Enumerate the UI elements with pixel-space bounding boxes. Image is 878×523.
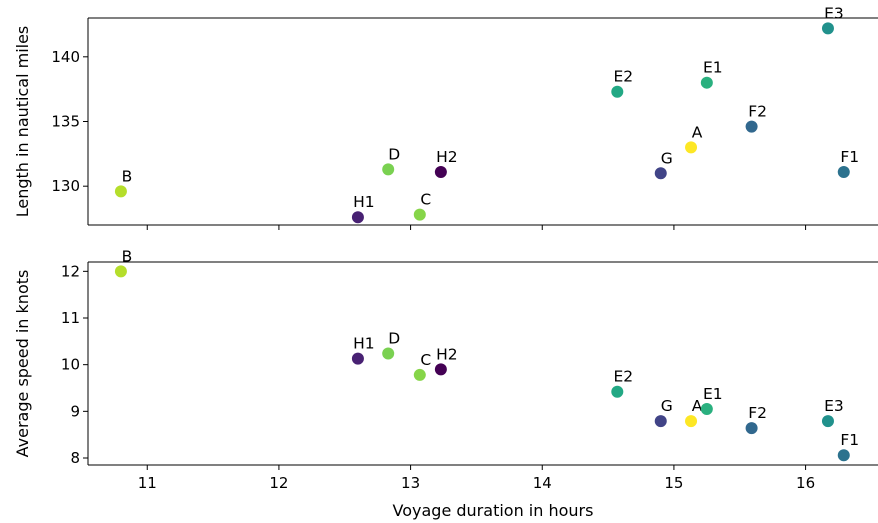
point-label: H1: [353, 193, 375, 211]
point-label: A: [692, 397, 703, 415]
point-label: H2: [436, 148, 458, 166]
y-tick-label: 9: [70, 402, 80, 420]
y-axis-label: Average speed in knots: [13, 270, 32, 458]
data-point: [434, 165, 447, 178]
point-label: F2: [748, 404, 767, 422]
point-label: E3: [824, 4, 844, 22]
data-point: [700, 403, 713, 415]
point-label: D: [388, 329, 400, 347]
x-tick-label: 13: [401, 474, 420, 492]
point-label: E1: [703, 385, 723, 403]
data-point: [114, 265, 127, 278]
x-tick-label: 15: [664, 474, 683, 492]
data-point: [434, 363, 447, 376]
data-point: [821, 415, 834, 428]
point-label: E1: [703, 59, 723, 77]
data-point: [351, 352, 364, 365]
x-tick-label: 16: [796, 474, 815, 492]
point-label: D: [388, 145, 400, 163]
point-label: G: [661, 397, 673, 415]
point-label: G: [661, 149, 673, 167]
data-point: [685, 141, 698, 154]
data-point: [351, 211, 364, 224]
y-axis-label: Length in nautical miles: [13, 26, 32, 218]
point-label: E3: [824, 397, 844, 415]
point-label: B: [122, 167, 133, 185]
x-axis-label: Voyage duration in hours: [393, 501, 594, 520]
point-label: F1: [840, 431, 859, 449]
point-label: E2: [613, 68, 633, 86]
y-tick-label: 12: [61, 262, 80, 280]
point-label: F2: [748, 103, 767, 121]
point-label: E2: [613, 368, 633, 386]
data-point: [837, 165, 850, 178]
data-point: [611, 385, 624, 398]
x-tick-label: 14: [533, 474, 552, 492]
y-tick-label: 140: [51, 48, 80, 66]
data-point: [821, 22, 834, 35]
point-label: A: [692, 123, 703, 141]
data-point: [685, 415, 698, 428]
y-tick-label: 11: [61, 309, 80, 327]
point-label: C: [420, 351, 431, 369]
point-label: F1: [840, 148, 859, 166]
y-tick-label: 10: [61, 356, 80, 374]
data-point: [382, 163, 395, 176]
point-label: B: [122, 247, 133, 265]
data-point: [382, 347, 395, 360]
data-point: [611, 85, 624, 98]
data-point: [654, 415, 667, 428]
point-label: H1: [353, 335, 375, 353]
data-point: [745, 422, 758, 435]
y-tick-label: 8: [70, 449, 80, 467]
data-point: [654, 167, 667, 180]
data-point: [413, 208, 426, 221]
y-tick-label: 130: [51, 177, 80, 195]
data-point: [413, 368, 426, 381]
data-point: [114, 185, 127, 198]
point-label: H2: [436, 345, 458, 363]
y-tick-label: 135: [51, 113, 80, 131]
data-point: [700, 76, 713, 89]
x-tick-label: 12: [269, 474, 288, 492]
data-point: [837, 449, 850, 462]
x-tick-label: 11: [138, 474, 157, 492]
point-label: C: [420, 191, 431, 209]
data-point: [745, 120, 758, 133]
